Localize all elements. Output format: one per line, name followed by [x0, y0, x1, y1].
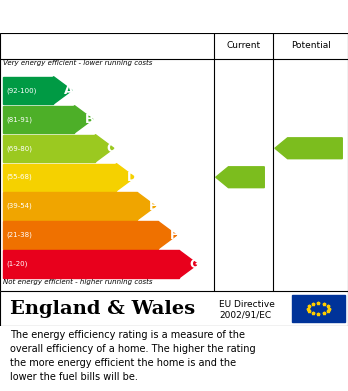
Text: (55-68): (55-68) [6, 174, 32, 181]
Text: EU Directive: EU Directive [219, 300, 275, 309]
Text: (39-54): (39-54) [6, 203, 32, 210]
Polygon shape [179, 250, 198, 278]
Polygon shape [137, 192, 156, 220]
Bar [3, 250, 179, 278]
Bar [3, 221, 158, 249]
Text: Current: Current [227, 41, 261, 50]
Text: (21-38): (21-38) [6, 232, 32, 239]
Polygon shape [95, 135, 114, 162]
Text: Energy Efficiency Rating: Energy Efficiency Rating [10, 9, 220, 24]
Text: 2002/91/EC: 2002/91/EC [219, 310, 271, 319]
Text: (69-80): (69-80) [6, 145, 32, 151]
Text: 69: 69 [233, 171, 251, 184]
Text: A: A [64, 84, 74, 97]
Text: G: G [190, 258, 200, 271]
Bar [3, 192, 137, 220]
Polygon shape [74, 106, 93, 133]
Bar [3, 106, 74, 133]
Bar [3, 77, 54, 104]
FancyBboxPatch shape [292, 295, 345, 322]
Text: 79: 79 [302, 142, 319, 155]
Text: C: C [106, 142, 116, 155]
Polygon shape [158, 221, 177, 249]
Polygon shape [216, 167, 264, 188]
Text: England & Wales: England & Wales [10, 300, 196, 317]
Text: Potential: Potential [291, 41, 331, 50]
Text: Not energy efficient - higher running costs: Not energy efficient - higher running co… [3, 278, 153, 285]
Polygon shape [275, 138, 342, 159]
Polygon shape [54, 77, 72, 104]
Text: E: E [149, 200, 157, 213]
Polygon shape [116, 163, 135, 191]
Bar [3, 135, 95, 162]
Text: (81-91): (81-91) [6, 116, 32, 122]
Text: Very energy efficient - lower running costs: Very energy efficient - lower running co… [3, 60, 153, 66]
Text: D: D [127, 171, 137, 184]
Bar [3, 163, 116, 191]
Text: The energy efficiency rating is a measure of the
overall efficiency of a home. T: The energy efficiency rating is a measur… [10, 330, 256, 382]
Text: (92-100): (92-100) [6, 87, 37, 93]
Text: F: F [169, 229, 178, 242]
Text: B: B [85, 113, 95, 126]
Text: (1-20): (1-20) [6, 261, 27, 267]
